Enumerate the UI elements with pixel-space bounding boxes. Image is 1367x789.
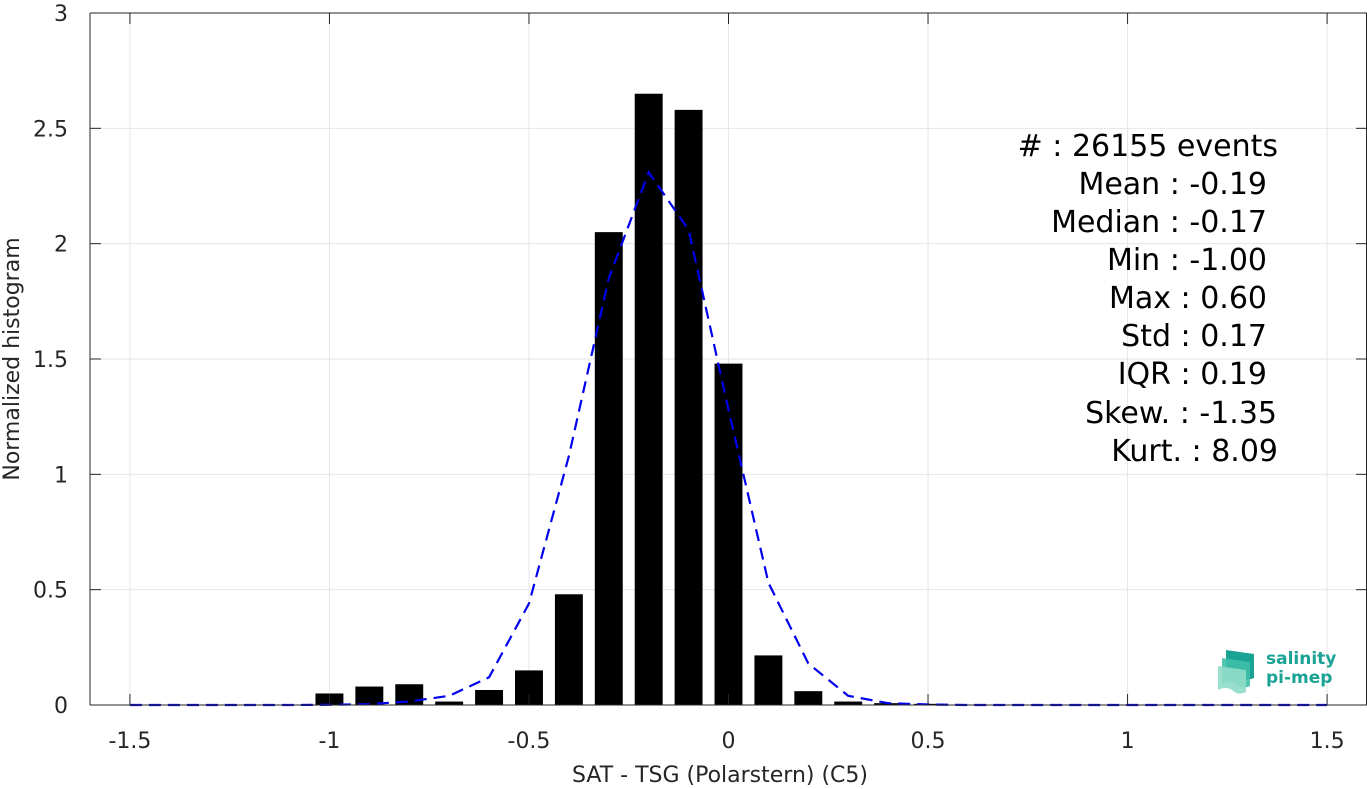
x-tick-label: 0.5 [911, 729, 946, 754]
histogram-bar [794, 691, 823, 705]
histogram-bar [554, 594, 583, 705]
histogram-bar [435, 701, 464, 705]
stats-iqr: IQR : 0.19 [1118, 357, 1267, 392]
x-tick-label: -0.5 [508, 729, 551, 754]
tick-labels: -1.5 -1 -0.5 0 0.5 1 1.5 0 0.5 1 1.5 2 2.5 3 [33, 2, 1345, 754]
logo-line-2: pi-mep [1266, 668, 1333, 688]
y-tick-label: 0 [54, 694, 68, 719]
stats-mean: Mean : -0.19 [1078, 167, 1267, 202]
wave-logo-icon [1218, 650, 1254, 694]
logo-text: salinity pi-mep [1266, 650, 1336, 688]
y-tick-label: 1 [54, 463, 68, 488]
histogram-bar [594, 232, 623, 705]
x-tick-label: -1 [318, 729, 340, 754]
x-tick-label: -1.5 [108, 729, 151, 754]
y-tick-label: 2.5 [33, 117, 68, 142]
logo-line-1: salinity [1266, 649, 1337, 669]
stats-max: Max : 0.60 [1109, 281, 1267, 316]
histogram-bar [475, 690, 504, 705]
histogram-bar [834, 701, 863, 705]
y-tick-label: 1.5 [33, 348, 68, 373]
histogram-bar [714, 363, 743, 705]
histogram-bar [634, 93, 663, 705]
histogram-bar [674, 109, 703, 705]
y-tick-label: 3 [54, 2, 68, 27]
stats-kurt: Kurt. : 8.09 [1111, 434, 1278, 469]
x-tick-label: 0 [722, 729, 736, 754]
x-tick-label: 1 [1121, 729, 1135, 754]
stats-count: # : 26155 events [1018, 129, 1278, 164]
stats-median: Median : -0.17 [1051, 205, 1267, 240]
y-axis-title: Normalized histogram [0, 237, 25, 480]
x-tick-label: 1.5 [1310, 729, 1345, 754]
stats-skew: Skew. : -1.35 [1085, 396, 1277, 431]
stats-std: Std : 0.17 [1121, 319, 1267, 354]
y-tick-label: 0.5 [33, 579, 68, 604]
stats-annotation: # : 26155 events Mean : -0.19 Median : -… [1018, 129, 1278, 469]
histogram-bar [355, 686, 384, 705]
histogram-bars [315, 93, 942, 705]
stats-min: Min : -1.00 [1107, 243, 1267, 278]
salinity-pimep-logo: salinity pi-mep [1216, 646, 1356, 696]
x-axis-title: SAT - TSG (Polarstern) (C5) [572, 763, 868, 785]
histogram-bar [754, 655, 783, 705]
y-tick-label: 2 [54, 233, 68, 258]
